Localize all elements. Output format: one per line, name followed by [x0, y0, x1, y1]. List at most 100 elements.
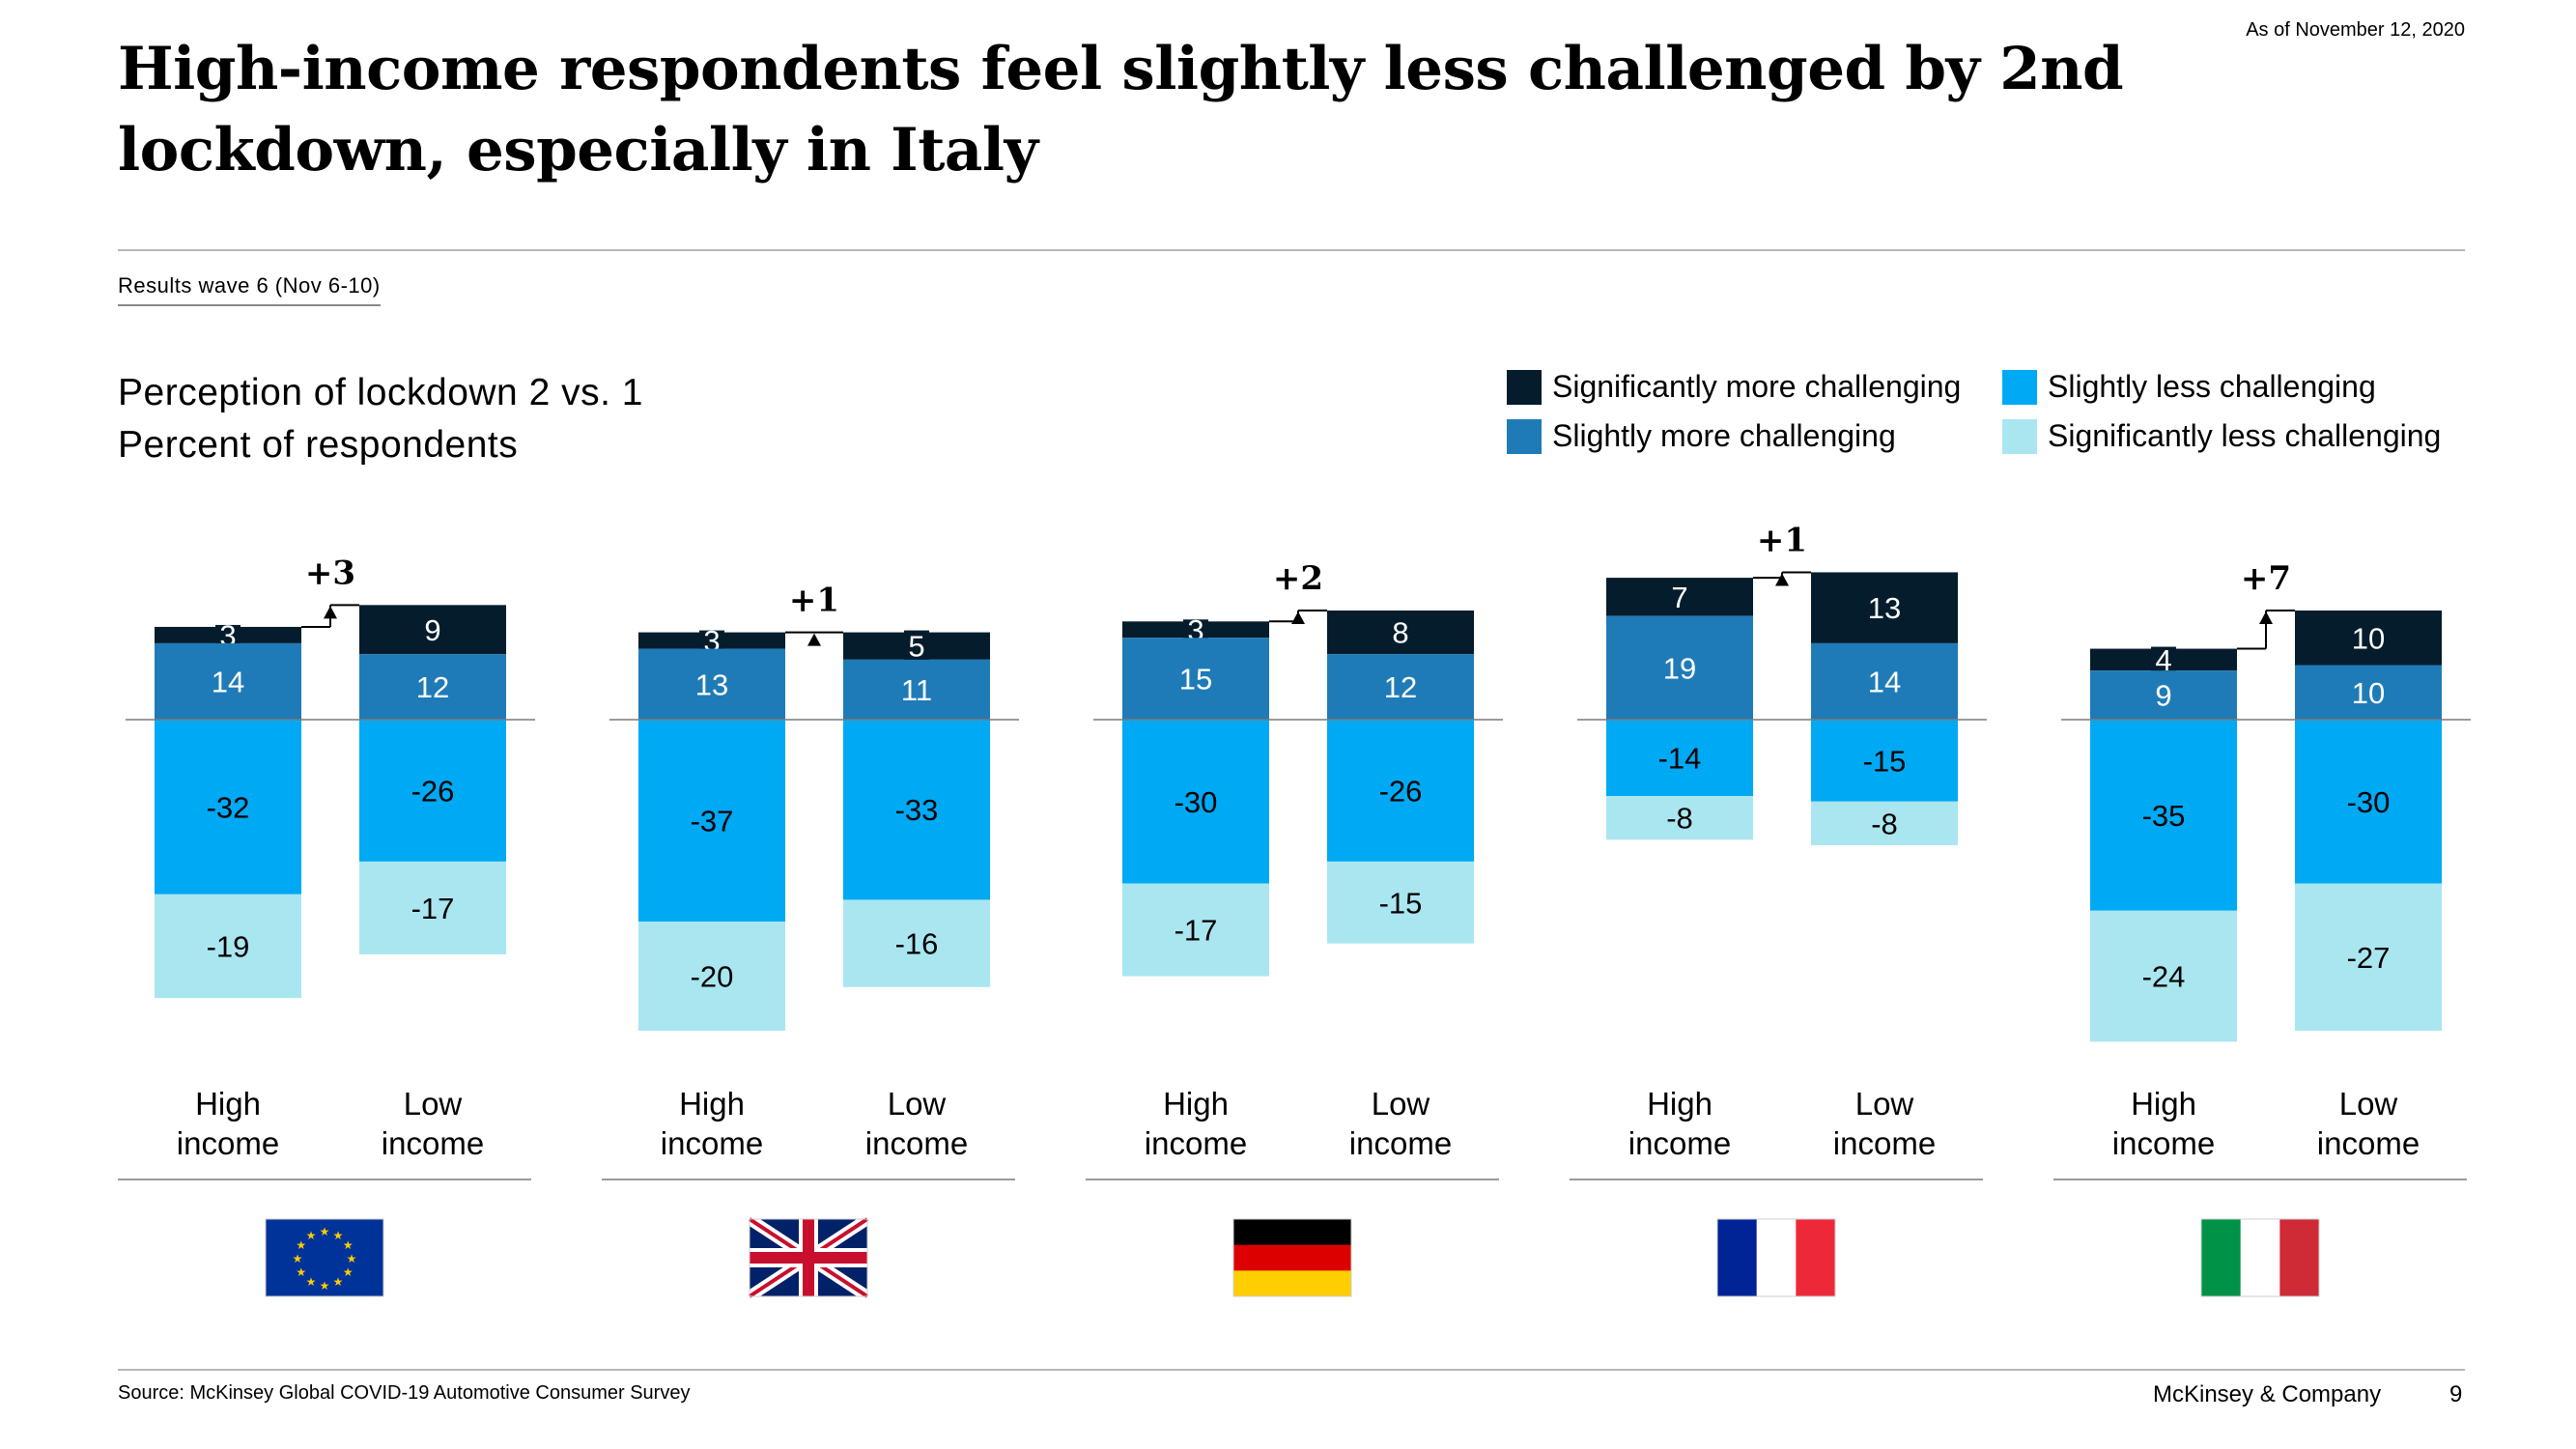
- data-label: 15: [1179, 663, 1212, 696]
- bar-segment: [359, 861, 506, 954]
- bar-segment: [1811, 720, 1958, 802]
- flag-eu-star: ★: [320, 1279, 330, 1293]
- category-label-line1: High: [1647, 1086, 1713, 1122]
- flag-germany-stripe: [1233, 1219, 1351, 1246]
- bar-segment: [1327, 720, 1474, 862]
- legend-item-slightly-more: Slightly more challenging: [1507, 418, 1896, 454]
- legend-swatch: [1507, 418, 1542, 454]
- legend-label: Slightly more challenging: [1552, 418, 1896, 453]
- bar-segment: [359, 720, 506, 862]
- data-label: -30: [2347, 785, 2391, 819]
- flag-eu-star: ★: [343, 1265, 354, 1279]
- category-label-line2: income: [661, 1125, 763, 1161]
- bar-segment: [2295, 720, 2442, 884]
- bar-segment: [2090, 720, 2237, 911]
- bar-segment: [1811, 572, 1958, 643]
- flag-france-stripe: [1756, 1219, 1797, 1296]
- category-label-line2: income: [177, 1125, 279, 1161]
- category-label-line1: High: [679, 1086, 745, 1122]
- data-label: 4: [2155, 643, 2171, 677]
- data-label: 19: [1663, 651, 1696, 685]
- data-label: -17: [1175, 914, 1218, 948]
- category-label-line1: Low: [2339, 1086, 2398, 1122]
- category-label-line1: High: [2131, 1086, 2196, 1122]
- flag-eu-field: [266, 1219, 383, 1296]
- category-label-line1: High: [1163, 1086, 1229, 1122]
- data-label: 13: [1868, 591, 1901, 625]
- bar-segment: [1327, 611, 1474, 655]
- bar-segment: [1606, 578, 1753, 616]
- bar-segment: [638, 720, 785, 923]
- chart-heading: Perception of lockdown 2 vs. 1 Percent o…: [118, 367, 643, 471]
- category-label-line1: High: [195, 1086, 261, 1122]
- legend-item-slightly-less: Slightly less challenging: [2002, 369, 2376, 405]
- category-label-line2: income: [2317, 1125, 2420, 1161]
- legend-swatch: [1507, 369, 1542, 405]
- diff-label: +3: [305, 554, 355, 592]
- legend-label: Significantly more challenging: [1552, 369, 1962, 404]
- data-label: 9: [2155, 679, 2171, 713]
- bar-segment: [1327, 861, 1474, 944]
- diff-arrowhead: [807, 633, 821, 646]
- diff-arrowhead: [1775, 573, 1789, 586]
- wave-label: Results wave 6 (Nov 6-10): [118, 273, 381, 306]
- data-label-backing: [215, 624, 241, 645]
- bar-segment: [1811, 642, 1958, 720]
- bar-segment: [155, 642, 301, 720]
- bar-segment: [155, 894, 301, 999]
- data-label-backing: [699, 630, 724, 651]
- legend-label: Significantly less challenging: [2048, 418, 2442, 453]
- data-label: -32: [207, 790, 250, 824]
- data-label: -17: [411, 892, 455, 925]
- bar-segment: [1122, 720, 1269, 884]
- data-label: -24: [2142, 960, 2186, 994]
- diff-arrowhead: [1291, 611, 1305, 624]
- flag-italy-stripe: [2240, 1219, 2280, 1296]
- data-label: 5: [908, 630, 924, 664]
- category-label-line2: income: [1833, 1125, 1936, 1161]
- category-label-line1: Low: [404, 1086, 463, 1122]
- data-label: 11: [901, 673, 932, 707]
- category-label-line1: Low: [1855, 1086, 1914, 1122]
- flag-italy-stripe: [2201, 1219, 2242, 1296]
- category-label-line2: income: [382, 1125, 484, 1161]
- data-label: -15: [1863, 744, 1907, 778]
- footer-divider: [118, 1369, 2465, 1371]
- page-number: 9: [2449, 1381, 2463, 1407]
- source-note: Source: McKinsey Global COVID-19 Automot…: [118, 1382, 691, 1404]
- data-label: -20: [691, 960, 734, 994]
- bar-segment: [638, 922, 785, 1032]
- bar-segment: [2090, 910, 2237, 1042]
- flag-eu-star: ★: [296, 1265, 306, 1279]
- flag-germany: [1232, 1218, 1352, 1297]
- data-label: -30: [1175, 785, 1218, 819]
- data-label: -8: [1666, 802, 1693, 836]
- diff-label: +1: [789, 582, 839, 620]
- bar-segment: [1811, 801, 1958, 845]
- data-label: 12: [416, 670, 449, 704]
- diff-label: +7: [2241, 559, 2291, 598]
- flag-italy-stripe: [2279, 1219, 2320, 1296]
- data-label: -19: [207, 929, 250, 963]
- legend: Significantly more challenging Slightly …: [1507, 369, 2473, 475]
- flag-eu-star: ★: [306, 1275, 317, 1289]
- data-label: 10: [2352, 676, 2385, 710]
- diff-label: +2: [1273, 559, 1323, 598]
- category-label-line2: income: [2112, 1125, 2215, 1161]
- bar-segment: [1122, 883, 1269, 977]
- category-label-line2: income: [865, 1125, 968, 1161]
- data-label: 8: [1392, 616, 1408, 650]
- bar-segment: [1606, 796, 1753, 840]
- bar-segment: [1327, 654, 1474, 720]
- data-label: 7: [1671, 581, 1687, 614]
- bar-segment: [843, 899, 990, 987]
- bar-segment: [359, 654, 506, 720]
- flag-uk-cross-red: [750, 1252, 867, 1264]
- flag-eu-star: ★: [293, 1252, 303, 1265]
- flag-eu-star: ★: [296, 1238, 306, 1252]
- data-label: -35: [2142, 799, 2186, 833]
- bar-segment: [2295, 665, 2442, 720]
- data-label: -37: [691, 805, 734, 838]
- data-label: -26: [411, 774, 455, 808]
